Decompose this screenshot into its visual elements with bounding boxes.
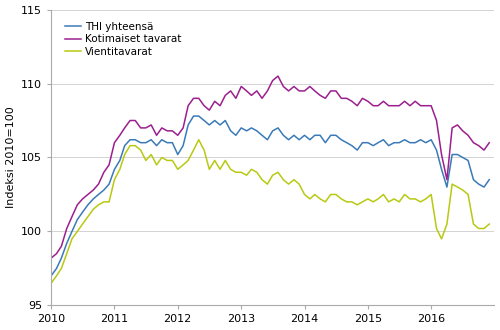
Line: Kotimaiset tavarat: Kotimaiset tavarat bbox=[51, 76, 489, 258]
Y-axis label: Indeksi 2010=100: Indeksi 2010=100 bbox=[6, 107, 16, 208]
Line: Vientitavarat: Vientitavarat bbox=[51, 140, 489, 283]
Line: THI yhteensä: THI yhteensä bbox=[51, 116, 489, 276]
Legend: THI yhteensä, Kotimaiset tavarat, Vientitavarat: THI yhteensä, Kotimaiset tavarat, Vienti… bbox=[61, 18, 186, 61]
